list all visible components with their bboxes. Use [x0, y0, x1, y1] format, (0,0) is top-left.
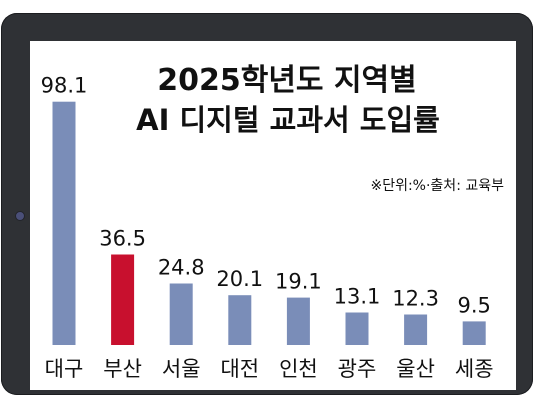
value-label: 20.1 [216, 267, 263, 291]
value-label: 24.8 [158, 256, 205, 280]
value-label: 36.5 [99, 227, 146, 251]
bar-서울 [169, 283, 193, 345]
bar-광주 [345, 312, 369, 345]
category-label: 대구 [45, 357, 84, 381]
camera-dot-icon [15, 211, 25, 221]
category-label: 대전 [220, 357, 259, 381]
category-label: 세종 [455, 357, 494, 381]
category-label: 서울 [162, 357, 201, 381]
value-label: 98.1 [41, 74, 88, 98]
bar-부산 [111, 254, 135, 345]
chart-screen: 98.1 대구 36.5 부산 24.8 서울 20.1 대전 19.1 인천 13.1 광주 12.3… [30, 41, 516, 390]
bar-대전 [228, 295, 252, 345]
unit-source-note: ※단위:%·출처: 교육부 [370, 178, 504, 194]
bar-울산 [404, 314, 428, 345]
category-label: 울산 [396, 357, 435, 381]
bar-세종 [462, 321, 486, 345]
category-label: 광주 [338, 357, 377, 381]
category-label: 인천 [279, 357, 318, 381]
value-label: 12.3 [392, 287, 439, 311]
value-label: 19.1 [275, 270, 322, 294]
bar-chart: 98.1 대구 36.5 부산 24.8 서울 20.1 대전 19.1 인천 13.1 광주 12.3… [41, 74, 494, 381]
bar-대구 [52, 101, 76, 345]
chart-title: 2025학년도 지역별 [157, 63, 417, 98]
value-label: 9.5 [457, 293, 490, 317]
category-label: 부산 [103, 357, 142, 381]
bar-인천 [286, 297, 310, 345]
chart-subtitle: AI 디지털 교과서 도입률 [136, 103, 440, 137]
tablet-frame: 98.1 대구 36.5 부산 24.8 서울 20.1 대전 19.1 인천 13.1 광주 12.3… [1, 13, 533, 395]
value-label: 13.1 [334, 285, 381, 309]
